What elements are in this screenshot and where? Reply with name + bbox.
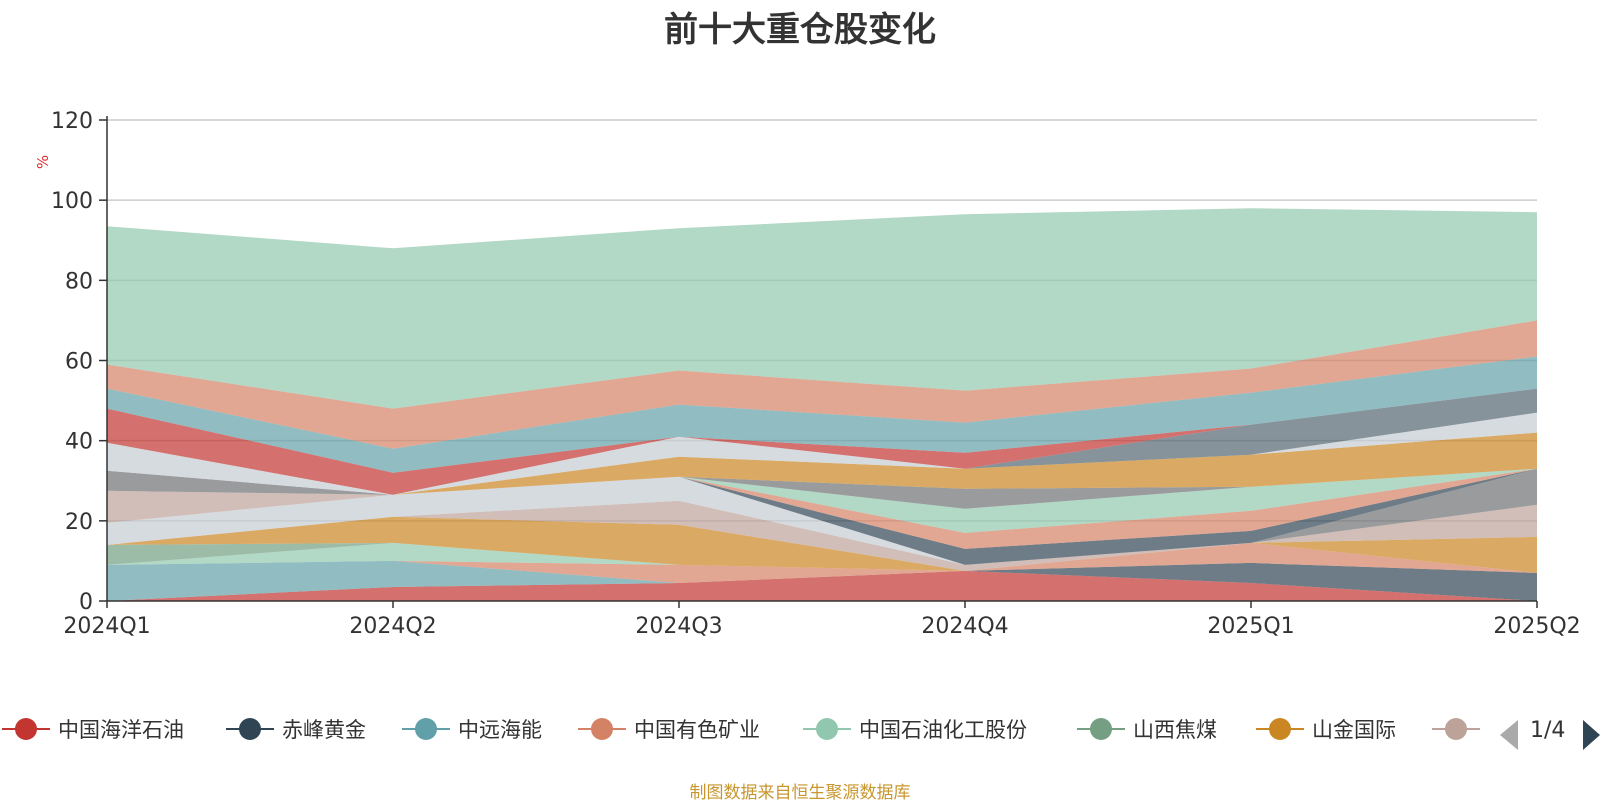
legend-label: 赤峰黄金: [282, 718, 366, 742]
x-tick-label: 2025Q2: [1493, 614, 1580, 639]
legend-item[interactable]: 中国海洋石油: [2, 710, 184, 748]
legend-item[interactable]: 中远海能: [402, 710, 542, 748]
legend-item[interactable]: 山西焦煤: [1077, 710, 1217, 748]
y-tick-label: 20: [65, 510, 93, 535]
legend-marker-icon: [1432, 710, 1480, 748]
area-series-22[interactable]: [107, 388, 1537, 495]
legend-label: 中远海能: [458, 718, 542, 742]
area-series-6[interactable]: [107, 542, 1537, 573]
area-series-16[interactable]: [107, 468, 1537, 533]
area-series-23[interactable]: [107, 356, 1537, 473]
area-series-12[interactable]: [107, 468, 1537, 565]
area-series-5[interactable]: [107, 542, 1537, 573]
area-series-24[interactable]: [107, 320, 1537, 449]
area-series-7[interactable]: [107, 516, 1537, 573]
area-series-18[interactable]: [107, 468, 1537, 509]
y-tick-label: 60: [65, 350, 93, 375]
legend-item[interactable]: [1432, 710, 1488, 748]
legend-item[interactable]: 山金国际: [1256, 710, 1396, 748]
legend-item[interactable]: 中国石油化工股份: [803, 710, 1027, 748]
legend-marker-icon: [2, 710, 50, 748]
legend-next-page-icon[interactable]: [1583, 720, 1600, 750]
y-tick-label: 0: [79, 590, 93, 615]
legend-item[interactable]: 中国有色矿业: [578, 710, 760, 748]
legend-label: 中国有色矿业: [634, 718, 760, 742]
chart-title: 前十大重仓股变化: [664, 10, 936, 50]
legend-label: 山西焦煤: [1133, 718, 1217, 742]
area-series-21[interactable]: [107, 388, 1537, 495]
area-series-13[interactable]: [107, 468, 1537, 565]
legend-page-indicator: 1/4: [1530, 718, 1566, 743]
legend: 中国海洋石油 赤峰黄金 中远海能 中国有色矿业 中国石油化工股份 山西焦煤 山金国际: [0, 710, 1600, 748]
y-tick-label: 40: [65, 430, 93, 455]
legend-label: 中国海洋石油: [58, 718, 184, 742]
area-series-20[interactable]: [107, 412, 1537, 495]
data-source-note: 制图数据来自恒生聚源数据库: [689, 783, 911, 803]
area-series-1[interactable]: [107, 570, 1537, 601]
area-series-3[interactable]: [107, 560, 1537, 601]
area-series-25[interactable]: [107, 208, 1537, 409]
legend-marker-icon: [1077, 710, 1125, 748]
y-tick-label: 100: [51, 189, 93, 214]
y-axis-unit-label: %: [34, 155, 52, 169]
x-tick-label: 2024Q3: [635, 614, 722, 639]
legend-label: 中国石油化工股份: [859, 718, 1027, 742]
legend-marker-icon: [402, 710, 450, 748]
y-tick-label: 120: [51, 109, 93, 134]
area-series-19[interactable]: [107, 432, 1537, 495]
x-tick-label: 2024Q4: [921, 614, 1008, 639]
x-tick-label: 2024Q2: [349, 614, 436, 639]
axes: 0 20 40 60 80 100 120 2024Q1 2024Q2 2024Q3 2024Q4 2…: [51, 109, 1581, 639]
area-series-8[interactable]: [107, 500, 1537, 571]
area-series-4[interactable]: [107, 542, 1537, 583]
x-tick-label: 2024Q1: [63, 614, 150, 639]
legend-label: 山金国际: [1312, 718, 1396, 742]
area-series-2[interactable]: [107, 562, 1537, 601]
stacked-area-chart: 0 20 40 60 80 100 120 2024Q1 2024Q2 2024Q3 2024Q4 2…: [34, 109, 1581, 639]
legend-marker-icon: [226, 710, 274, 748]
x-tick-label: 2025Q1: [1207, 614, 1294, 639]
area-series-15[interactable]: [107, 468, 1537, 549]
legend-marker-icon: [1256, 710, 1304, 748]
legend-item[interactable]: 赤峰黄金: [226, 710, 366, 748]
legend-marker-icon: [803, 710, 851, 748]
legend-marker-icon: [578, 710, 626, 748]
y-tick-label: 80: [65, 269, 93, 294]
area-series: [107, 208, 1537, 601]
legend-prev-page-icon[interactable]: [1500, 720, 1518, 750]
